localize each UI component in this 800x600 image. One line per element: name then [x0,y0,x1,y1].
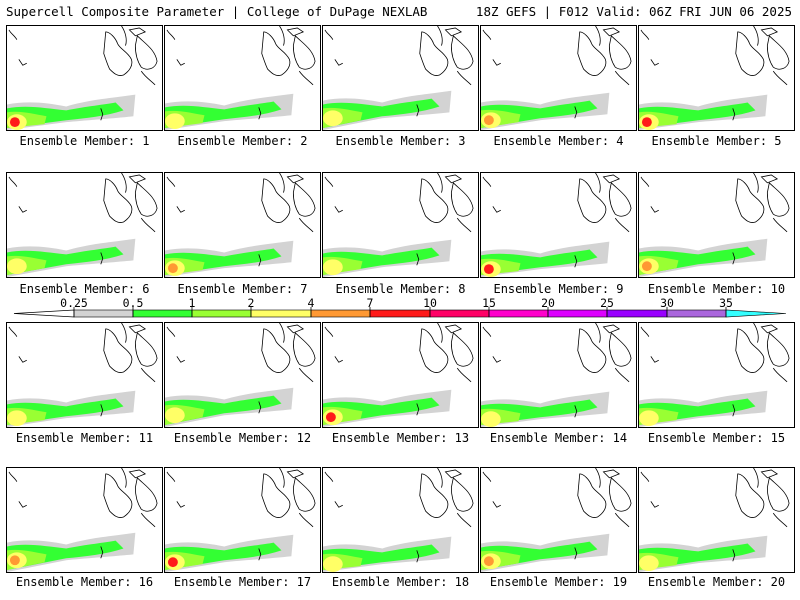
colorbar-label: 35 [719,296,733,310]
colorbar-segment-15 [488,309,549,318]
colorbar-segment-25 [606,309,668,318]
ensemble-map-panel-11 [6,322,163,428]
ensemble-member-label-9: Ensemble Member: 9 [493,282,624,296]
ensemble-member-label-18: Ensemble Member: 18 [331,575,470,589]
colorbar-label: 30 [660,296,674,310]
ensemble-map-panel-3 [322,25,479,131]
ensemble-map-panel-18 [322,467,479,573]
ensemble-map-panel-4 [480,25,637,131]
ensemble-map-panel-15 [638,322,795,428]
colorbar-overflow-triangle [725,309,787,318]
scp-contour-max [9,555,20,566]
colorbar-segment-0.5 [132,309,193,318]
ensemble-member-label-1: Ensemble Member: 1 [19,134,150,148]
ensemble-map-panel-1 [6,25,163,131]
scp-contour-max [325,559,336,570]
colorbar-label: 1 [188,296,196,310]
ensemble-member-label-15: Ensemble Member: 15 [647,431,786,445]
colorbar-label: 0.25 [60,296,88,310]
scp-contour-max [9,261,20,272]
run-info: 18Z GEFS | F012 Valid: 06Z FRI JUN 06 20… [475,4,792,19]
scp-contour-max [641,261,652,272]
ensemble-member-label-4: Ensemble Member: 4 [493,134,624,148]
colorbar-segment-0.25 [73,309,134,318]
scp-contour-max [167,116,178,127]
colorbar-label: 0.5 [122,296,144,310]
ensemble-map-panel-5 [638,25,795,131]
colorbar-label: 25 [600,296,614,310]
scp-contour-max [167,410,178,421]
page-title: Supercell Composite Parameter | College … [6,4,428,19]
colorbar-underflow-triangle [13,309,75,318]
ensemble-map-panel-6 [6,172,163,278]
colorbar-segment-10 [429,309,490,318]
colorbar-segment-30 [666,309,727,318]
ensemble-member-label-7: Ensemble Member: 7 [177,282,308,296]
ensemble-member-label-10: Ensemble Member: 10 [647,282,786,296]
scp-contour-max [325,113,336,124]
ensemble-member-label-5: Ensemble Member: 5 [651,134,782,148]
scp-contour-max [325,262,336,273]
scp-contour-max [167,263,178,274]
colorbar-label: 15 [482,296,496,310]
ensemble-map-panel-12 [164,322,321,428]
scp-contour-max [325,412,336,423]
colorbar-label: 4 [307,296,315,310]
colorbar-label: 20 [541,296,555,310]
scp-contour-max [9,117,20,128]
scp-contour-max [9,413,20,424]
colorbar-segment-2 [250,309,312,318]
ensemble-member-label-19: Ensemble Member: 19 [489,575,628,589]
scp-contour-max [641,413,652,424]
ensemble-map-panel-8 [322,172,479,278]
colorbar-segment-7 [369,309,431,318]
ensemble-map-panel-10 [638,172,795,278]
ensemble-member-label-8: Ensemble Member: 8 [335,282,466,296]
ensemble-map-panel-16 [6,467,163,573]
ensemble-map-panel-19 [480,467,637,573]
scp-contour-max [167,557,178,568]
ensemble-map-panel-7 [164,172,321,278]
ensemble-member-label-13: Ensemble Member: 13 [331,431,470,445]
scp-contour-max [483,264,494,275]
colorbar-segment-20 [547,309,608,318]
ensemble-member-label-3: Ensemble Member: 3 [335,134,466,148]
ensemble-member-label-17: Ensemble Member: 17 [173,575,312,589]
ensemble-member-label-6: Ensemble Member: 6 [19,282,150,296]
ensemble-member-label-11: Ensemble Member: 11 [15,431,154,445]
ensemble-map-panel-17 [164,467,321,573]
ensemble-member-label-14: Ensemble Member: 14 [489,431,628,445]
ensemble-member-label-20: Ensemble Member: 20 [647,575,786,589]
ensemble-map-panel-14 [480,322,637,428]
scp-contour-max [641,117,652,128]
colorbar-segment-4 [310,309,371,318]
ensemble-member-label-2: Ensemble Member: 2 [177,134,308,148]
ensemble-member-label-12: Ensemble Member: 12 [173,431,312,445]
scp-contour-max [483,556,494,567]
ensemble-map-panel-9 [480,172,637,278]
scp-contour-max [483,115,494,126]
ensemble-map-panel-13 [322,322,479,428]
colorbar [13,307,787,318]
colorbar-label: 2 [247,296,255,310]
ensemble-map-panel-20 [638,467,795,573]
ensemble-member-label-16: Ensemble Member: 16 [15,575,154,589]
colorbar-label: 7 [366,296,374,310]
scp-contour-max [641,558,652,569]
ensemble-map-panel-2 [164,25,321,131]
colorbar-label: 10 [423,296,437,310]
scp-contour-max [483,414,494,425]
colorbar-segment-1 [191,309,252,318]
